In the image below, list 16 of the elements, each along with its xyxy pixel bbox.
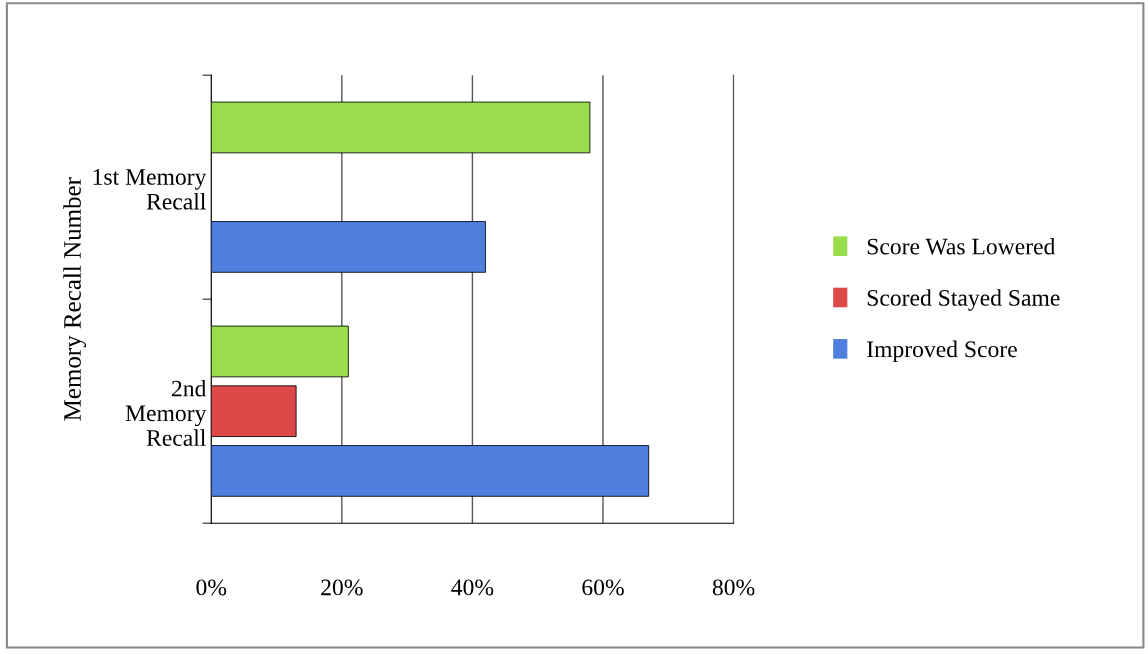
- bar: [211, 445, 650, 497]
- bar: [211, 325, 349, 378]
- bar: [211, 385, 297, 438]
- y-tick-label: 1st Memory Recall: [93, 169, 207, 210]
- bar: [211, 221, 486, 273]
- y-tick-label: 2nd Memory Recall: [125, 379, 207, 446]
- x-tick-label: 60%: [582, 579, 624, 596]
- legend-label: Improved Score: [867, 340, 1017, 363]
- x-tick-label: 80%: [712, 579, 755, 596]
- legend-label: Scored Stayed Same: [867, 289, 1060, 311]
- x-tick-label: 40%: [451, 579, 494, 596]
- y-axis-title: Memory Recall Number: [63, 177, 87, 421]
- x-tick-label: 20%: [321, 579, 363, 596]
- x-tick-label: 0%: [196, 579, 227, 596]
- bar: [211, 101, 591, 154]
- legend-label: Score Was Lowered: [867, 237, 1056, 255]
